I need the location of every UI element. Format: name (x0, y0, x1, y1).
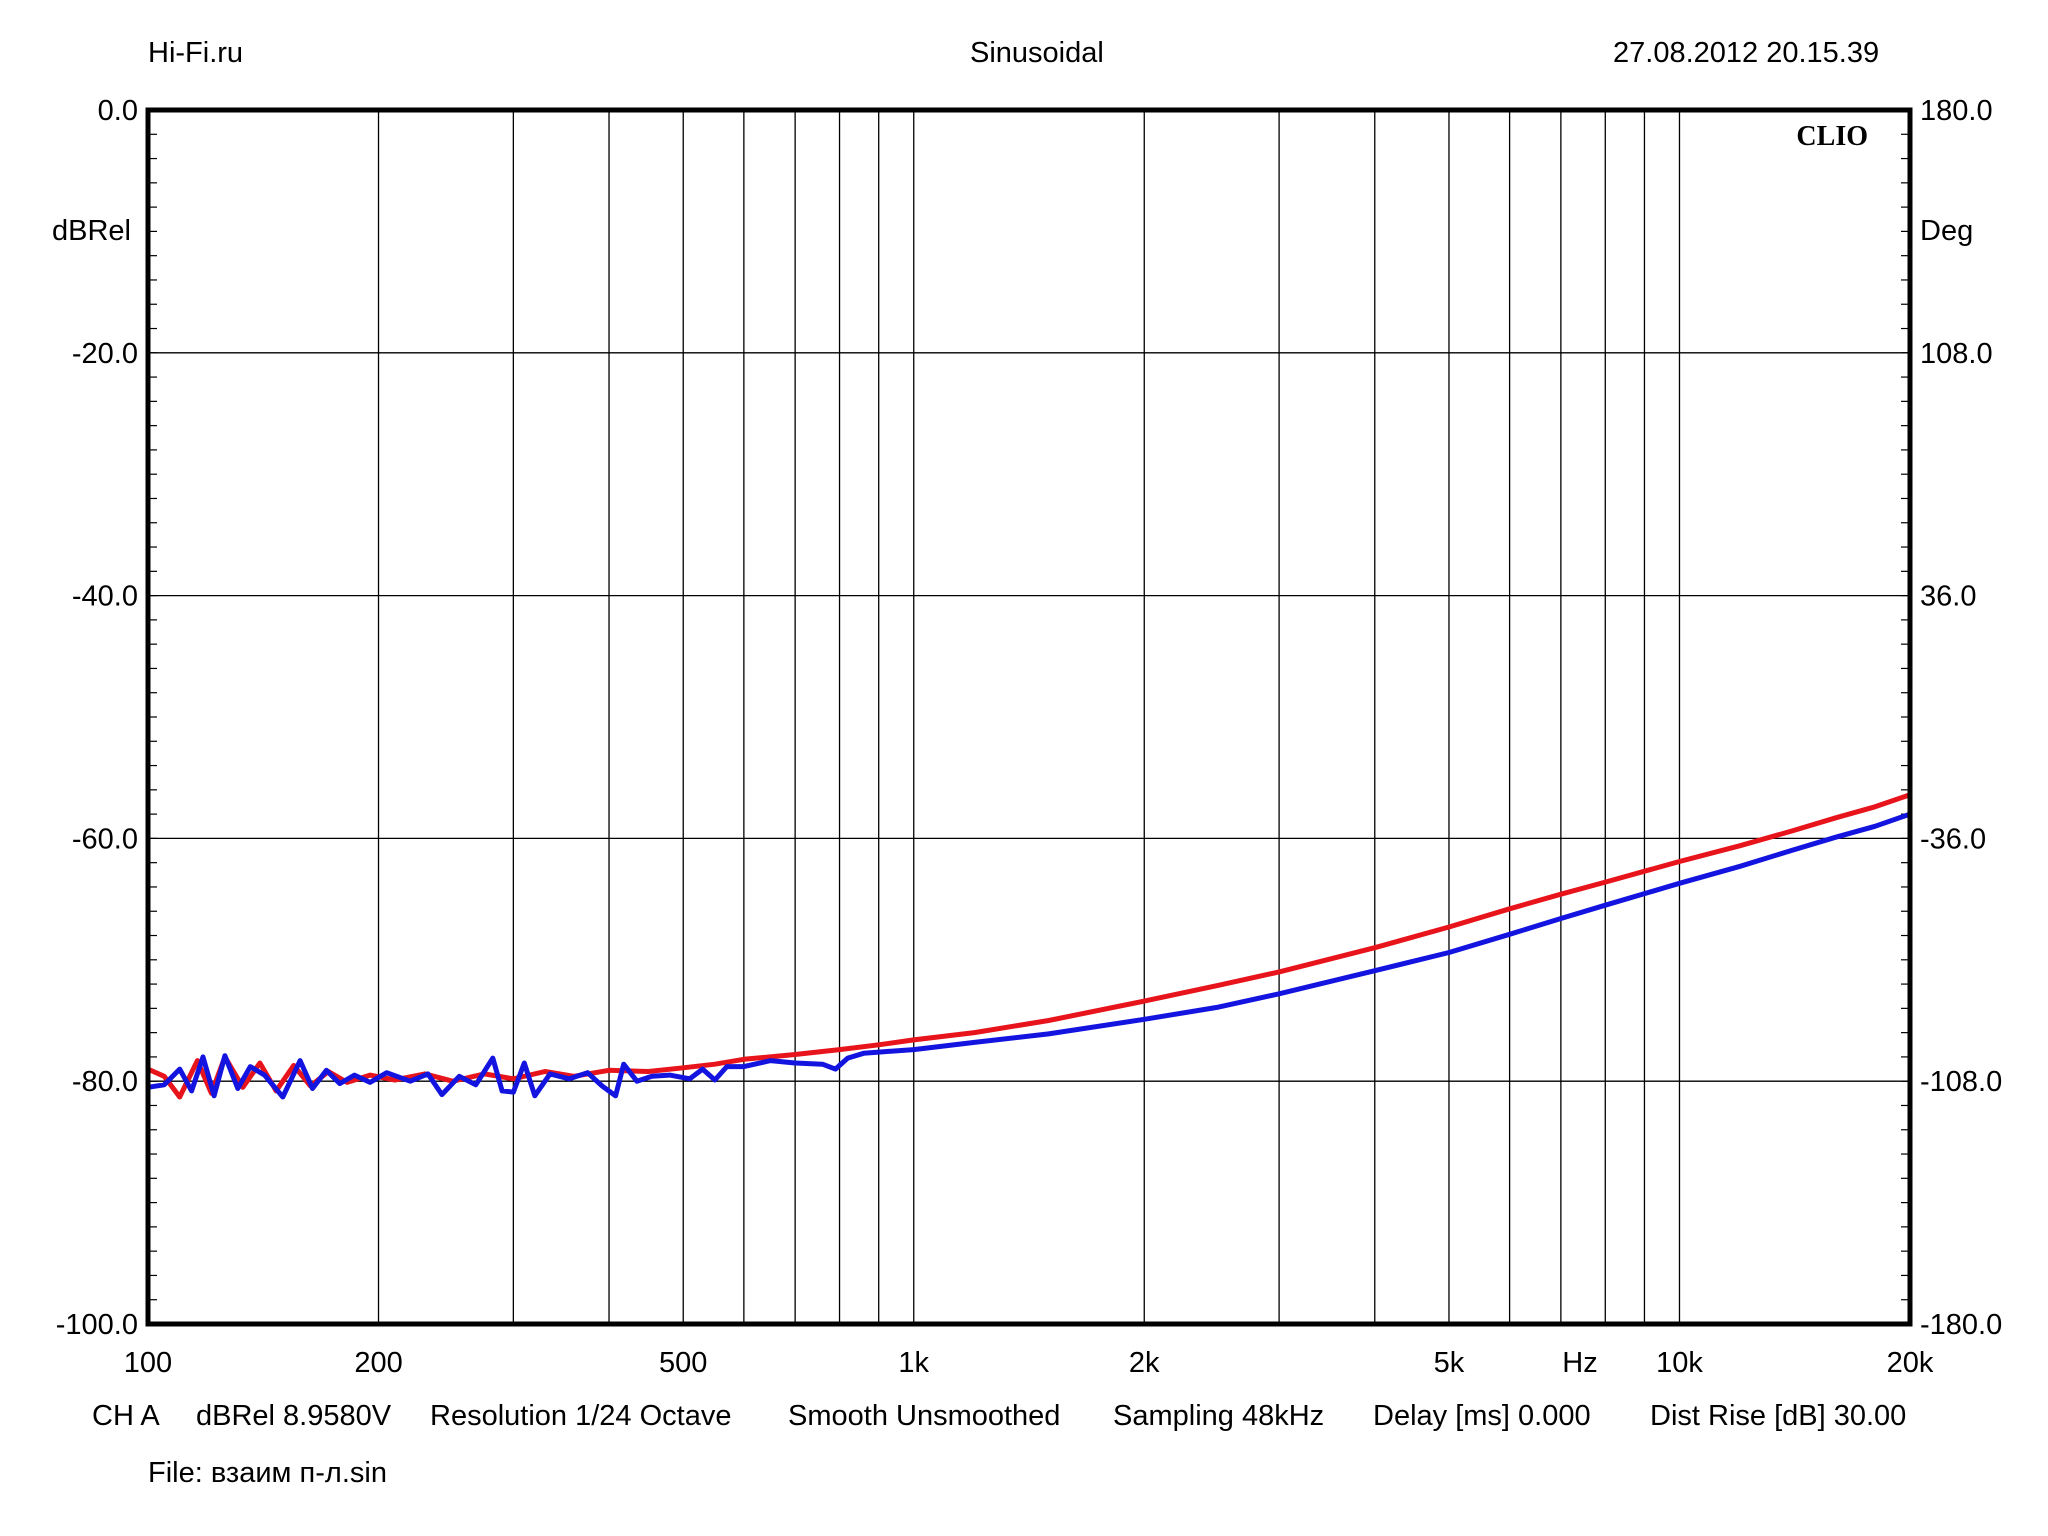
y2-tick-label: -180.0 (1920, 1309, 2002, 1341)
y2-tick-label: -36.0 (1920, 823, 1986, 855)
header-measurement-type: Sinusoidal (970, 37, 1104, 69)
y2-axis-label: Deg (1920, 215, 1973, 247)
y2-tick-label: 180.0 (1920, 95, 1993, 127)
series-line-2 (145, 811, 1913, 1100)
header-timestamp: 27.08.2012 20.15.39 (1613, 37, 1880, 69)
x-tick-label: 20k (1887, 1347, 1934, 1379)
y-tick-label: 0.0 (98, 95, 138, 127)
y-tick-label: -100.0 (56, 1309, 138, 1341)
y-tick-label: -40.0 (72, 581, 138, 613)
x-tick-label: 10k (1656, 1347, 1703, 1379)
y-tick-label: -20.0 (72, 338, 138, 370)
y-tick-label: -60.0 (72, 823, 138, 855)
x-tick-label: 100 (124, 1347, 172, 1379)
x-tick-label: 500 (659, 1347, 707, 1379)
footer-sampling: Sampling 48kHz (1113, 1400, 1325, 1432)
series-layer (145, 792, 1913, 1100)
x-tick-label: 5k (1434, 1347, 1465, 1379)
header-site-label: Hi-Fi.ru (148, 37, 244, 69)
x-unit-label: Hz (1562, 1347, 1597, 1379)
x-tick-label: 200 (354, 1347, 402, 1379)
grid (148, 109, 1910, 1325)
y2-tick-label: 36.0 (1920, 581, 1976, 613)
footer-delay: Delay [ms] 0.000 (1373, 1400, 1591, 1432)
x-tick-label: 1k (898, 1347, 929, 1379)
y2-tick-label: 108.0 (1920, 338, 1993, 370)
y-tick-label: -80.0 (72, 1066, 138, 1098)
footer-file: File: взаим п-л.sin (148, 1457, 387, 1489)
footer-smoothing: Smooth Unsmoothed (788, 1400, 1061, 1432)
series-line-1 (145, 792, 1913, 1100)
footer-resolution: Resolution 1/24 Octave (430, 1400, 732, 1432)
footer-channel: CH A (92, 1400, 160, 1432)
footer-dist-rise: Dist Rise [dB] 30.00 (1650, 1400, 1907, 1432)
tick-labels: 0.0 -20.0 -40.0 -60.0 -80.0 -100.0 180.0 108.0 3… (56, 95, 2002, 1379)
clio-logo: CLIO (1796, 121, 1868, 152)
y2-tick-label: -108.0 (1920, 1066, 2002, 1098)
x-tick-label: 2k (1129, 1347, 1160, 1379)
plot-frame (145, 107, 1913, 1327)
footer-level: dBRel 8.9580V (196, 1400, 392, 1432)
y-axis-label: dBRel (52, 215, 131, 247)
